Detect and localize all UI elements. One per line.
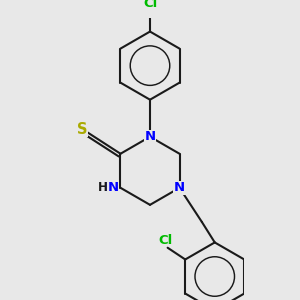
- Text: Cl: Cl: [158, 234, 172, 247]
- Text: N: N: [107, 181, 118, 194]
- Text: Cl: Cl: [143, 0, 157, 11]
- Text: N: N: [174, 181, 185, 194]
- Text: N: N: [104, 181, 116, 194]
- Text: N: N: [144, 130, 156, 143]
- Text: S: S: [77, 122, 88, 136]
- Text: H: H: [98, 181, 108, 194]
